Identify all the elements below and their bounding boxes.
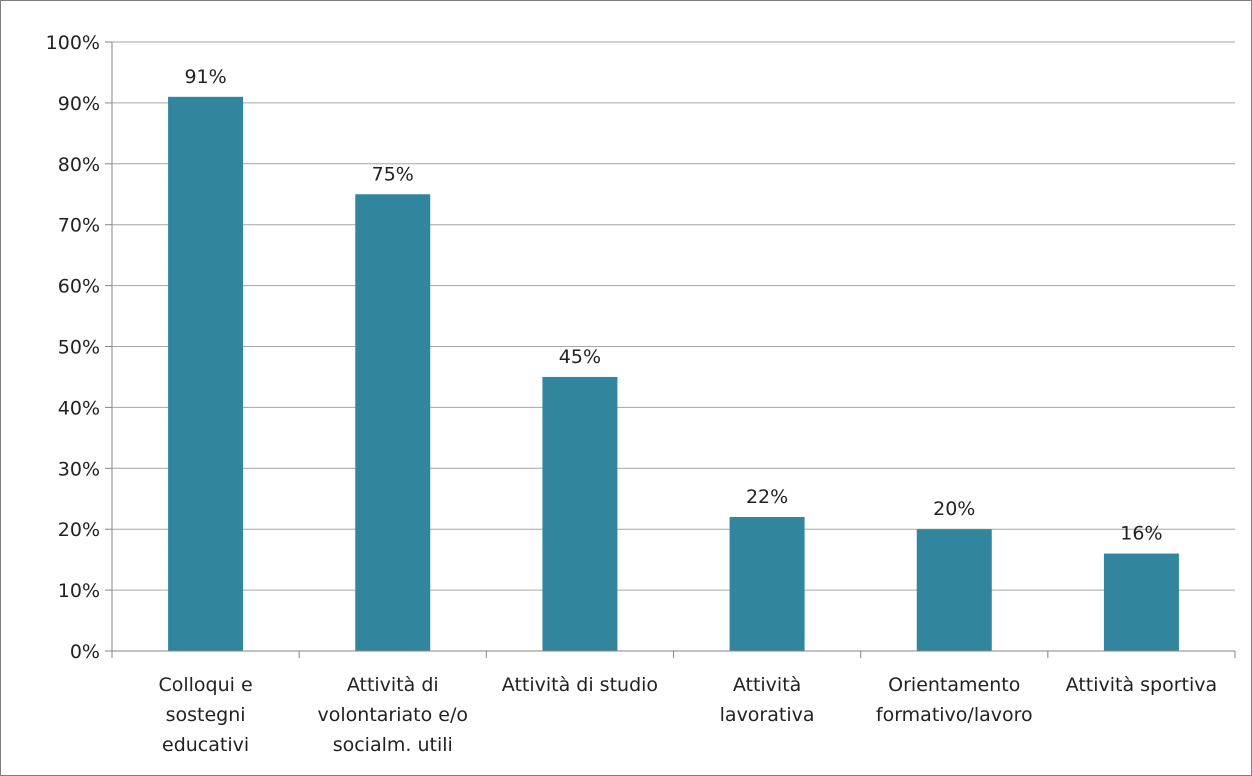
- data-label: 91%: [184, 66, 226, 88]
- bar: [729, 517, 805, 651]
- y-tick-label: 100%: [46, 32, 100, 54]
- x-category-label: Attività sportiva: [1066, 674, 1218, 696]
- x-category-label: Attività: [733, 674, 801, 696]
- bar: [1103, 553, 1179, 651]
- x-category-label: Attività di: [347, 674, 439, 696]
- y-tick-label: 80%: [58, 154, 100, 176]
- y-tick-label: 90%: [58, 93, 100, 115]
- y-tick-label: 10%: [58, 580, 100, 602]
- x-category-label: sostegni: [166, 704, 246, 726]
- x-category-label: educativi: [162, 734, 249, 756]
- labels: 0% 10% 20% 30% 40% 50% 60% 70% 80% 90% 100% 91% Coll…: [46, 32, 1218, 756]
- data-label: 16%: [1120, 523, 1162, 545]
- y-tick-label: 40%: [58, 397, 100, 419]
- y-tick-label: 50%: [58, 337, 100, 359]
- x-category-label: Orientamento: [888, 674, 1020, 696]
- x-category-label: Colloqui e: [158, 674, 252, 696]
- x-category-label: Attività di studio: [502, 674, 658, 696]
- bar: [542, 376, 618, 651]
- data-label: 22%: [746, 486, 788, 508]
- y-tick-label: 30%: [58, 458, 100, 480]
- data-label: 20%: [933, 498, 975, 520]
- y-tick-label: 70%: [58, 215, 100, 237]
- gridlines: [112, 41, 1235, 591]
- axes: [105, 41, 1236, 658]
- x-category-label: lavorativa: [720, 704, 815, 726]
- bar: [168, 96, 244, 651]
- bar: [916, 529, 992, 651]
- bars: [168, 96, 1179, 651]
- y-tick-label: 20%: [58, 519, 100, 541]
- data-label: 75%: [372, 163, 414, 185]
- x-category-label: formativo/lavoro: [876, 704, 1033, 726]
- data-label: 45%: [559, 346, 601, 368]
- bar: [355, 194, 431, 651]
- x-category-label: volontariato e/o: [318, 704, 468, 726]
- x-category-label: socialm. utili: [333, 734, 453, 756]
- y-tick-label: 0%: [70, 641, 100, 663]
- y-tick-label: 60%: [58, 276, 100, 298]
